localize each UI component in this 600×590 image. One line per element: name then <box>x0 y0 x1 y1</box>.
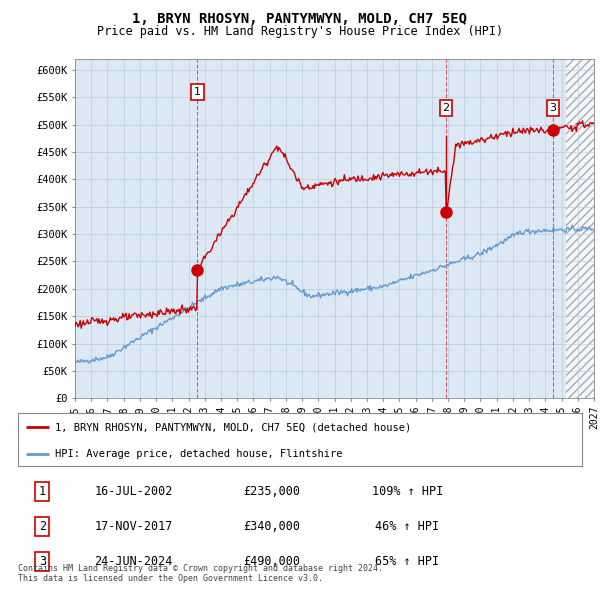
Text: 17-NOV-2017: 17-NOV-2017 <box>94 520 173 533</box>
Text: 109% ↑ HPI: 109% ↑ HPI <box>371 485 443 498</box>
Text: Contains HM Land Registry data © Crown copyright and database right 2024.
This d: Contains HM Land Registry data © Crown c… <box>18 563 383 583</box>
Text: 3: 3 <box>550 103 557 113</box>
Text: £490,000: £490,000 <box>244 555 301 568</box>
Text: 2: 2 <box>443 103 449 113</box>
Text: £340,000: £340,000 <box>244 520 301 533</box>
Text: 65% ↑ HPI: 65% ↑ HPI <box>375 555 439 568</box>
Text: 1: 1 <box>194 87 201 97</box>
Text: HPI: Average price, detached house, Flintshire: HPI: Average price, detached house, Flin… <box>55 450 342 460</box>
Text: Price paid vs. HM Land Registry's House Price Index (HPI): Price paid vs. HM Land Registry's House … <box>97 25 503 38</box>
Text: 1, BRYN RHOSYN, PANTYMWYN, MOLD, CH7 5EQ (detached house): 1, BRYN RHOSYN, PANTYMWYN, MOLD, CH7 5EQ… <box>55 422 411 432</box>
Text: £235,000: £235,000 <box>244 485 301 498</box>
Text: 1, BRYN RHOSYN, PANTYMWYN, MOLD, CH7 5EQ: 1, BRYN RHOSYN, PANTYMWYN, MOLD, CH7 5EQ <box>133 12 467 26</box>
Bar <box>566 59 600 398</box>
Text: 1: 1 <box>38 485 46 498</box>
Text: 46% ↑ HPI: 46% ↑ HPI <box>375 520 439 533</box>
Bar <box>566 59 600 398</box>
Text: 16-JUL-2002: 16-JUL-2002 <box>94 485 173 498</box>
Text: 3: 3 <box>38 555 46 568</box>
Text: 24-JUN-2024: 24-JUN-2024 <box>94 555 173 568</box>
Text: 2: 2 <box>38 520 46 533</box>
